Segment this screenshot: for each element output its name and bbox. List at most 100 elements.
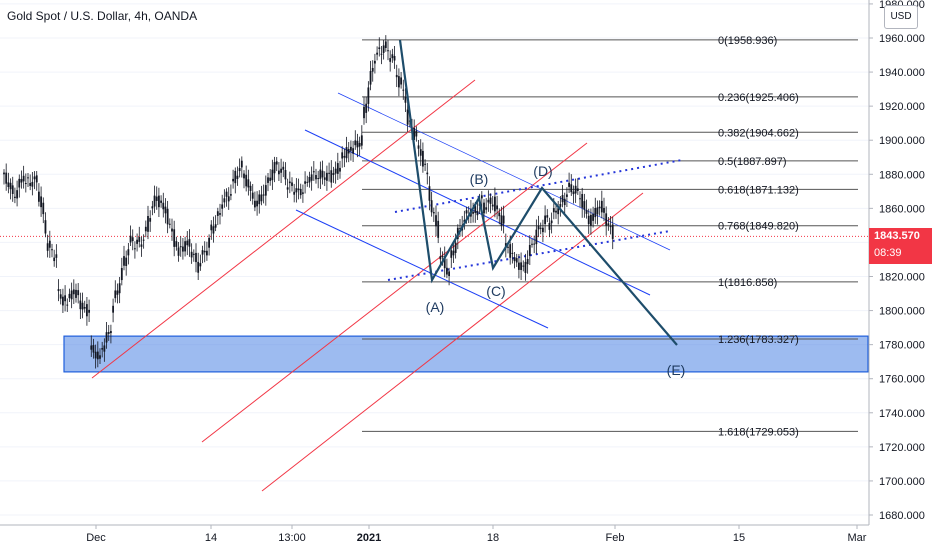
candle-body [27,177,29,179]
candle-body [31,181,34,187]
candle-body [155,196,158,201]
candle-body [417,145,420,149]
candle-body [88,309,90,313]
candle-body [609,226,612,228]
candle-body [365,103,368,113]
candle-body [376,52,378,55]
price-tick-label: 1920.000 [879,101,925,113]
channels [91,79,683,492]
candle-body [251,192,254,199]
candle-body [563,198,566,206]
fib-level-label: 0(1958.936) [718,35,777,47]
candle-body [188,239,191,247]
candle-body [273,162,276,174]
candle-body [336,163,339,174]
candle-body [546,215,549,218]
candle-body [350,146,352,151]
candle-body [258,194,261,205]
candle-body [380,53,383,55]
time-tick-label: Dec [86,532,106,544]
candle-body [75,289,77,298]
candle-body [502,215,505,224]
candle-body [511,252,514,254]
candle-body [321,170,324,178]
candle-body [168,223,171,225]
price-tick-label: 1820.000 [879,272,925,284]
candle-body [559,204,562,207]
candle-body [208,237,210,248]
candle-body [568,182,570,187]
candle-body [101,348,104,350]
candle-body [53,257,56,262]
candle-body [192,253,195,255]
candle-body [382,45,385,53]
candle-body [7,182,10,188]
candle-body [544,215,546,225]
candle-body [136,239,138,244]
time-tick-label: Mar [848,532,867,544]
candle-body [358,142,361,147]
candle-body [585,209,588,214]
candle-body [356,140,359,148]
candle-body [153,195,156,207]
candle-body [171,228,173,232]
candle-body [472,211,474,214]
candle-body [463,219,466,223]
price-tick-label: 1800.000 [879,306,925,318]
candle-body [262,194,265,196]
candle-body [552,208,555,213]
candle-body [369,71,372,85]
candle-body [190,251,193,258]
candle-body [230,194,232,196]
chart-title: Gold Spot / U.S. Dollar, 4h, OANDA [7,9,198,23]
candle-body [99,355,101,359]
candle-body [35,175,38,183]
candle-body [315,175,317,180]
candle-body [282,166,285,170]
candle-body [166,208,169,225]
candle-body [452,250,455,256]
wave-label: (A) [426,299,445,315]
candles [3,35,614,369]
currency-button[interactable]: USD [884,5,918,29]
price-tick-label: 1680.000 [879,510,925,522]
candle-body [371,67,374,72]
candle-body [483,202,485,214]
candle-body [144,226,147,232]
candle-body [391,54,394,59]
candle-body [537,225,540,230]
candle-body [598,206,601,209]
candle-body [11,185,14,194]
candle-body [474,205,477,214]
candle-body [269,177,272,181]
candle-body [201,250,204,255]
candle-body [175,241,178,247]
price-tick-label: 1940.000 [879,67,925,79]
candle-body [526,258,529,265]
trend-channel-line [261,192,644,492]
candle-body [107,332,110,334]
candle-body [197,261,200,273]
candle-body [72,289,75,295]
time-axis[interactable]: Dec 14 13:00 2021 18 Feb 15 Mar [0,524,869,544]
time-tick-label: 13:00 [278,532,306,544]
candle-body [24,183,27,185]
candle-body [583,201,586,210]
wave-label: (C) [486,283,505,299]
candle-body [480,195,483,199]
candle-body [400,77,402,85]
fib-level-label: 1.618(1729.053) [718,426,799,438]
candle-body [186,240,189,246]
candle-body [90,345,93,350]
candle-body [424,163,426,165]
candle-body [531,243,533,245]
candle-body [48,240,51,248]
candle-body [94,351,97,359]
candle-body [57,289,60,292]
candle-body [498,212,501,217]
candle-body [92,345,95,353]
candle-body [199,263,202,267]
candle-body [267,177,269,183]
candle-body [459,228,461,230]
